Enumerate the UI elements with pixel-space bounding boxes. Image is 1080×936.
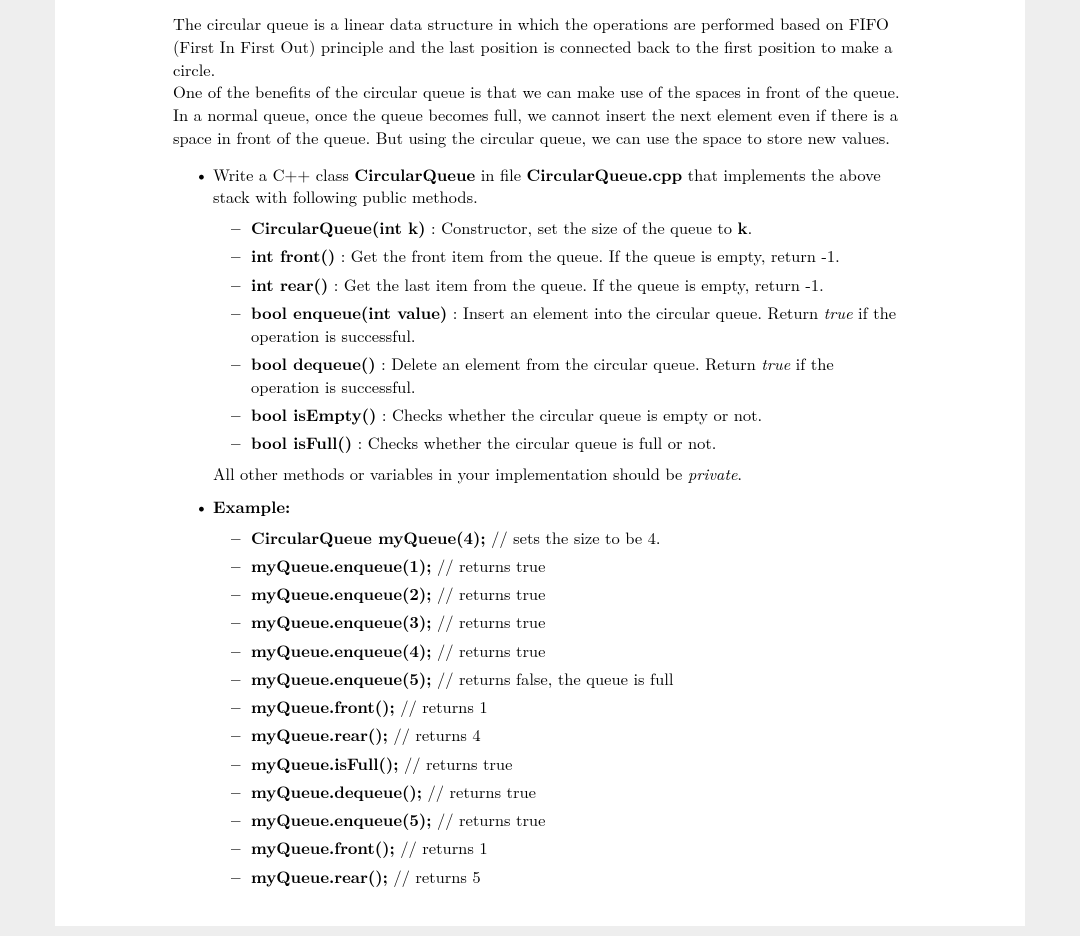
method-desc: Get the front item from the queue. If th… [351, 243, 840, 267]
task-text-mid: in file [475, 162, 526, 186]
example-item: myQueue.rear(); // returns 4 [213, 723, 907, 746]
method-sep: : [376, 402, 392, 426]
method-desc: Checks whether the circular queue is emp… [392, 402, 762, 426]
method-signature: CircularQueue(int k) [251, 215, 426, 239]
example-label: Example: [213, 494, 290, 518]
task-text-prefix: Write a C++ class [213, 162, 354, 186]
private-note: All other methods or variables in your i… [213, 462, 907, 485]
example-code: myQueue.enqueue(2); [251, 581, 432, 605]
example-comment: // returns true [399, 751, 513, 775]
example-item: myQueue.rear(); // returns 5 [213, 865, 907, 888]
example-code: myQueue.front(); [251, 694, 395, 718]
example-item: myQueue.isFull(); // returns true [213, 752, 907, 775]
method-sep: : [426, 215, 442, 239]
method-sep: : [376, 351, 392, 375]
method-item: bool isFull() : Checks whether the circu… [213, 431, 907, 454]
example-comment: // returns true [432, 807, 546, 831]
example-code: myQueue.enqueue(3); [251, 609, 432, 633]
example-comment: // returns 5 [388, 864, 481, 888]
top-bullet-list: Write a C++ class CircularQueue in file … [173, 163, 907, 888]
method-desc-b: . [748, 215, 753, 239]
method-signature: bool isFull() [251, 430, 352, 454]
example-item: myQueue.enqueue(4); // returns true [213, 639, 907, 662]
example-code: myQueue.enqueue(5); [251, 666, 432, 690]
example-item: myQueue.enqueue(2); // returns true [213, 582, 907, 605]
method-desc: Checks whether the circular queue is ful… [368, 430, 717, 454]
method-desc: Delete an element from the circular queu… [391, 351, 761, 375]
example-item: myQueue.enqueue(5); // returns true [213, 808, 907, 831]
example-code: myQueue.isFull(); [251, 751, 399, 775]
method-item: int rear() : Get the last item from the … [213, 273, 907, 296]
method-desc-italic: true [761, 351, 790, 375]
example-comment: // returns true [432, 638, 546, 662]
methods-list: CircularQueue(int k) : Constructor, set … [213, 216, 907, 454]
method-signature: int front() [251, 243, 335, 267]
task-file-name: CircularQueue.cpp [527, 162, 683, 186]
method-item: int front() : Get the front item from th… [213, 244, 907, 267]
method-desc-bold: k [738, 215, 748, 239]
example-item: myQueue.dequeue(); // returns true [213, 780, 907, 803]
example-comment: // returns true [432, 609, 546, 633]
method-desc-italic: true [824, 300, 853, 324]
example-code: myQueue.dequeue(); [251, 779, 422, 803]
method-item: CircularQueue(int k) : Constructor, set … [213, 216, 907, 239]
example-item: CircularQueue myQueue(4); // sets the si… [213, 526, 907, 549]
example-item: myQueue.enqueue(1); // returns true [213, 554, 907, 577]
intro-paragraph-1: The circular queue is a linear data stru… [173, 12, 907, 80]
example-comment: // returns 4 [388, 722, 481, 746]
private-note-b: . [737, 461, 742, 485]
example-code: myQueue.rear(); [251, 864, 388, 888]
example-code: CircularQueue myQueue(4); [251, 525, 486, 549]
example-comment: // returns false, the queue is full [432, 666, 674, 690]
method-signature: bool isEmpty() [251, 402, 376, 426]
intro-paragraph-2: One of the benefits of the circular queu… [173, 80, 907, 148]
method-item: bool enqueue(int value) : Insert an elem… [213, 301, 907, 347]
example-comment: // returns 1 [395, 835, 488, 859]
example-comment: // returns true [422, 779, 536, 803]
method-signature: bool enqueue(int value) [251, 300, 447, 324]
method-desc: Get the last item from the queue. If the… [344, 272, 824, 296]
example-comment: // sets the size to be 4. [486, 525, 661, 549]
example-item: myQueue.front(); // returns 1 [213, 836, 907, 859]
method-desc: Insert an element into the circular queu… [463, 300, 824, 324]
document-page: The circular queue is a linear data stru… [55, 0, 1025, 926]
method-sep: : [447, 300, 463, 324]
document-content: The circular queue is a linear data stru… [55, 0, 1025, 888]
method-sep: : [352, 430, 368, 454]
example-item: myQueue.enqueue(5); // returns false, th… [213, 667, 907, 690]
method-sep: : [328, 272, 344, 296]
example-item: myQueue.enqueue(3); // returns true [213, 610, 907, 633]
example-bullet: Example: CircularQueue myQueue(4); // se… [173, 495, 907, 888]
example-code: myQueue.enqueue(5); [251, 807, 432, 831]
private-note-a: All other methods or variables in your i… [213, 461, 688, 485]
method-item: bool dequeue() : Delete an element from … [213, 352, 907, 398]
example-code: myQueue.rear(); [251, 722, 388, 746]
example-comment: // returns true [432, 553, 546, 577]
example-comment: // returns true [432, 581, 546, 605]
example-list: CircularQueue myQueue(4); // sets the si… [213, 526, 907, 888]
method-sep: : [335, 243, 351, 267]
example-item: myQueue.front(); // returns 1 [213, 695, 907, 718]
method-item: bool isEmpty() : Checks whether the circ… [213, 403, 907, 426]
task-bullet: Write a C++ class CircularQueue in file … [173, 163, 907, 485]
example-code: myQueue.enqueue(1); [251, 553, 432, 577]
method-signature: bool dequeue() [251, 351, 376, 375]
private-note-italic: private [688, 461, 738, 485]
example-comment: // returns 1 [395, 694, 488, 718]
method-desc: Constructor, set the size of the queue t… [441, 215, 737, 239]
example-code: myQueue.enqueue(4); [251, 638, 432, 662]
example-code: myQueue.front(); [251, 835, 395, 859]
method-signature: int rear() [251, 272, 328, 296]
task-class-name: CircularQueue [354, 162, 475, 186]
intro-block: The circular queue is a linear data stru… [173, 12, 907, 149]
